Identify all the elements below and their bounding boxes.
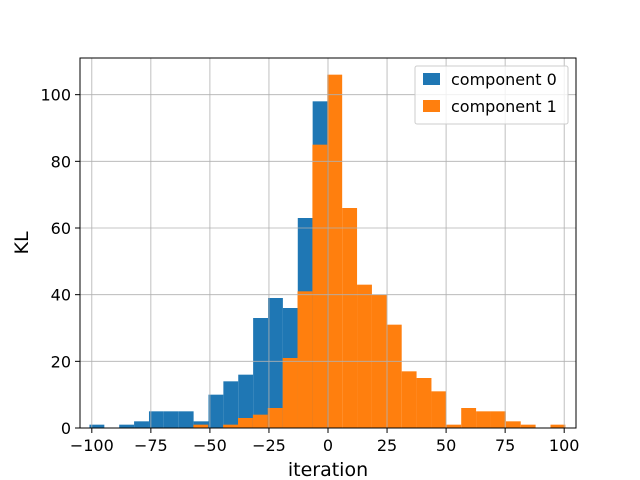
x-tick-label-0: −100 [70,436,114,455]
histogram-bar-series-0-bin-9 [223,381,239,428]
histogram-bar-series-0-bin-6 [178,411,194,428]
x-tick-label-2: −50 [193,436,227,455]
x-axis-label: iteration [288,459,368,480]
y-tick-label-1: 20 [51,352,71,371]
histogram-bar-series-1-bin-17 [446,424,462,428]
x-tick-label-4: 0 [323,436,333,455]
y-tick-label-0: 0 [61,419,71,438]
legend: component 0 component 1 [414,65,569,125]
x-axis-ticks: −100 −75 −50 −25 0 25 50 75 100 [70,428,580,455]
x-tick-label-5: 25 [377,436,397,455]
histogram-bar-series-1-bin-8 [312,144,328,429]
histogram-bar-series-1-bin-21 [505,421,521,428]
histogram-bar-series-1-bin-2 [223,424,239,428]
histogram-bar-series-1-bin-7 [297,291,313,428]
x-tick-label-7: 75 [495,436,515,455]
histogram-bar-series-1-bin-3 [238,418,253,428]
legend-box [414,65,569,125]
histogram-bar-series-0-bin-5 [163,411,179,428]
histogram-bars [89,74,566,429]
histogram-bar-series-1-bin-22 [520,424,536,428]
histogram-bar-series-1-bin-18 [461,408,477,428]
x-tick-label-3: −25 [252,436,286,455]
histogram-bar-series-1-bin-5 [267,408,283,428]
y-axis-label: KL [11,231,33,254]
histogram-bar-series-1-bin-24 [550,424,566,428]
legend-swatch-component-1 [423,100,440,112]
histogram-bar-series-1-bin-10 [342,208,358,428]
y-tick-label-2: 40 [51,286,71,305]
y-tick-label-3: 60 [51,219,71,238]
y-axis-ticks: 0 20 40 60 80 100 [40,86,80,438]
histogram-bar-series-0-bin-7 [193,421,209,428]
histogram-bar-series-0-bin-8 [208,394,224,428]
histogram-bar-series-0-bin-11 [253,318,269,428]
histogram-bar-series-1-bin-16 [431,391,447,428]
histogram-bar-series-0-bin-3 [134,421,149,428]
x-tick-label-1: −75 [134,436,168,455]
y-tick-label-4: 80 [51,152,71,171]
x-tick-label-8: 100 [549,436,580,455]
histogram-bar-series-0-bin-0 [89,424,105,428]
legend-label-component-1: component 1 [451,97,557,116]
histogram-bar-series-1-bin-11 [357,284,372,428]
legend-swatch-component-0 [423,73,440,85]
y-tick-label-5: 100 [40,86,71,105]
histogram-bar-series-1-bin-6 [282,358,298,428]
histogram-bar-series-1-bin-4 [252,414,268,428]
histogram-bar-series-0-bin-2 [119,424,135,428]
histogram-bar-series-1-bin-9 [327,74,343,429]
histogram-bar-series-1-bin-19 [476,411,491,428]
histogram-bar-series-1-bin-15 [416,378,432,428]
histogram-bar-series-0-bin-10 [238,374,254,428]
histogram-bar-series-1-bin-13 [386,324,402,428]
x-tick-label-6: 50 [436,436,456,455]
histogram-bar-series-1-bin-0 [193,424,209,428]
histogram-bar-series-1-bin-14 [401,371,417,428]
legend-label-component-0: component 0 [451,70,557,89]
histogram-bar-series-0-bin-12 [268,298,283,428]
histogram-bar-series-1-bin-20 [490,411,506,428]
histogram-bar-series-0-bin-4 [148,411,164,428]
